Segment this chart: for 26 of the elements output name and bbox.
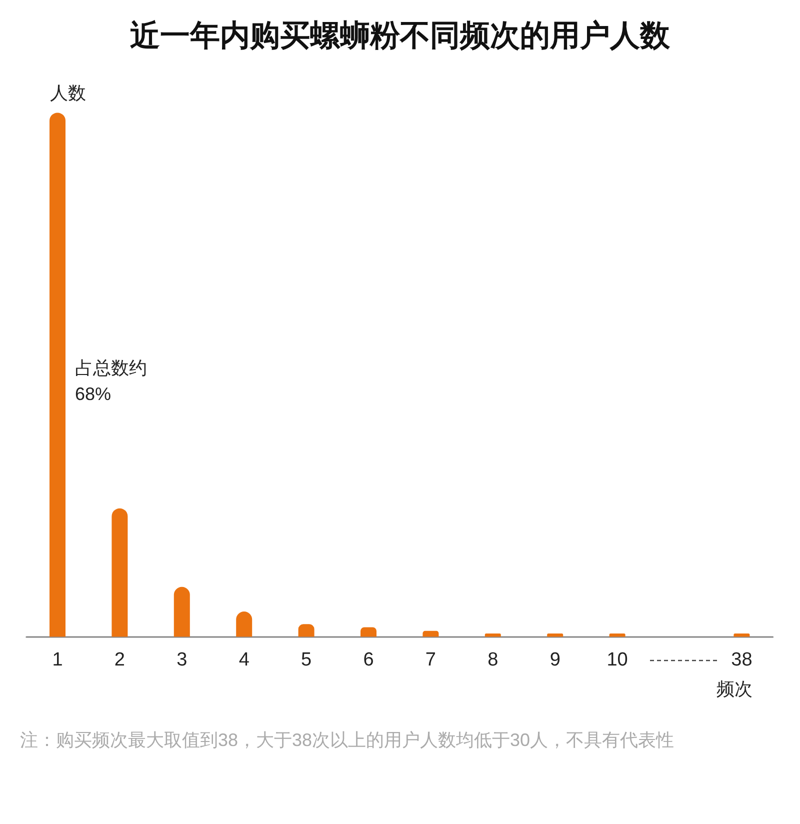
y-axis-title: 人数 (50, 83, 86, 103)
chart-title: 近一年内购买螺蛳粉不同频次的用户人数 (130, 18, 671, 52)
x-tick-label: 10 (606, 650, 628, 671)
x-tick-label: 5 (301, 650, 312, 671)
x-tick-label: 38 (731, 650, 752, 671)
bar (50, 112, 66, 637)
bar (734, 634, 750, 637)
x-tick-label: 6 (363, 650, 374, 671)
bar (298, 624, 314, 637)
bar (484, 634, 501, 637)
bar (112, 508, 128, 637)
x-tick-label: 7 (425, 650, 436, 671)
x-axis-title: 频次 (716, 679, 753, 699)
x-tick-label: 1 (52, 650, 63, 671)
bar (547, 634, 564, 637)
bar (174, 586, 190, 637)
x-tick-label: 8 (488, 650, 498, 671)
text: 注：购买频次最大取值到38，大于38次以上的用户人数均低于30人，不具有代表性 (20, 730, 674, 750)
x-tick-label: 3 (176, 650, 188, 671)
bar (422, 630, 439, 637)
x-tick-label: 9 (550, 650, 560, 671)
x-tick-label: 4 (238, 650, 250, 671)
bar (609, 634, 626, 637)
bar (360, 627, 376, 637)
annotation: 占总数约 68% (75, 358, 147, 404)
x-tick-label: 2 (114, 650, 125, 671)
